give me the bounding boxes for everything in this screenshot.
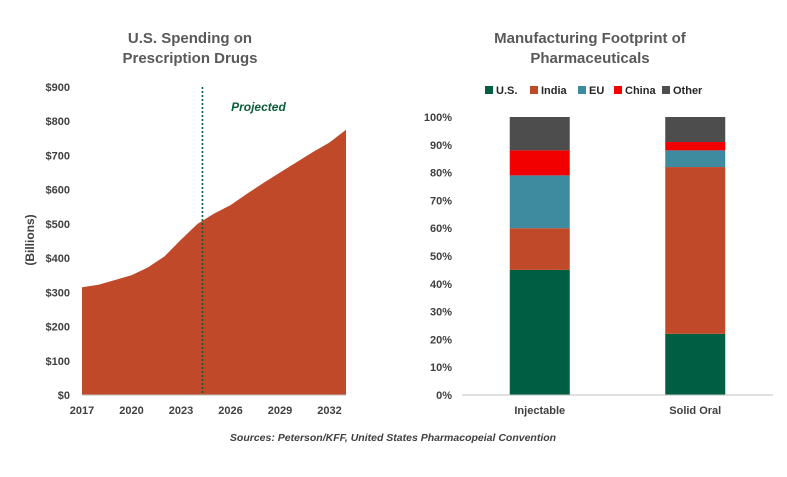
spending-x-ticks: 2017 2020 2023 2026 2029 2032 bbox=[70, 405, 342, 417]
spending-chart: U.S. Spending on Prescription Drugs (Bil… bbox=[23, 30, 346, 417]
footprint-y-tick-label: 0% bbox=[436, 390, 452, 402]
spending-y-tick-label: $900 bbox=[46, 82, 70, 94]
spending-y-tick-label: $100 bbox=[46, 356, 70, 368]
category-label: Solid Oral bbox=[669, 405, 721, 417]
spending-y-tick-label: $600 bbox=[46, 185, 70, 197]
legend-label: EU bbox=[589, 85, 604, 97]
footprint-y-tick-label: 80% bbox=[430, 168, 452, 180]
footprint-y-tick-label: 20% bbox=[430, 334, 452, 346]
spending-x-tick-label: 2029 bbox=[268, 405, 292, 417]
footprint-y-tick-label: 90% bbox=[430, 140, 452, 152]
legend-label: U.S. bbox=[496, 85, 517, 97]
footprint-y-ticks: 0% 10% 20% 30% 40% 50% 60% 70% 80% 90% 100% bbox=[424, 112, 452, 402]
footprint-legend: U.S. India EU China Other bbox=[485, 85, 703, 97]
footprint-chart-title-line-1: Manufacturing Footprint of bbox=[494, 30, 687, 47]
legend-label: China bbox=[625, 85, 656, 97]
spending-area bbox=[82, 129, 346, 395]
footprint-y-tick-label: 50% bbox=[430, 251, 452, 263]
legend-swatch-us bbox=[485, 86, 493, 94]
spending-x-tick-label: 2017 bbox=[70, 405, 94, 417]
spending-y-tick-label: $800 bbox=[46, 116, 70, 128]
footprint-y-tick-label: 100% bbox=[424, 112, 452, 124]
category-label: Injectable bbox=[514, 405, 565, 417]
projected-label: Projected bbox=[231, 100, 286, 114]
bar-segment-eu bbox=[665, 150, 726, 168]
footprint-bars bbox=[509, 117, 726, 395]
bar-segment-eu bbox=[509, 175, 570, 229]
footprint-y-tick-label: 30% bbox=[430, 307, 452, 319]
spending-y-tick-label: $500 bbox=[46, 219, 70, 231]
source-note: Sources: Peterson/KFF, United States Pha… bbox=[230, 432, 556, 444]
footprint-y-tick-label: 60% bbox=[430, 223, 452, 235]
spending-chart-title-line-2: Prescription Drugs bbox=[122, 50, 257, 67]
spending-y-ticks: $0 $100 $200 $300 $400 $500 $600 $700 $800 $900 bbox=[46, 82, 70, 402]
spending-y-tick-label: $700 bbox=[46, 150, 70, 162]
bar-segment-us bbox=[509, 269, 570, 395]
bar-segment-us bbox=[665, 333, 726, 395]
footprint-y-tick-label: 70% bbox=[430, 195, 452, 207]
bar-segment-china bbox=[665, 142, 726, 151]
footprint-y-tick-label: 40% bbox=[430, 279, 452, 291]
spending-y-tick-label: $300 bbox=[46, 287, 70, 299]
legend-label: Other bbox=[673, 85, 703, 97]
footprint-y-tick-label: 10% bbox=[430, 362, 452, 374]
bar-segment-other bbox=[509, 117, 570, 151]
legend-swatch-china bbox=[614, 86, 622, 94]
spending-x-tick-label: 2026 bbox=[218, 405, 242, 417]
footprint-chart: Manufacturing Footprint of Pharmaceutica… bbox=[424, 30, 773, 417]
spending-x-tick-label: 2032 bbox=[317, 405, 341, 417]
spending-y-tick-label: $0 bbox=[58, 390, 70, 402]
bar-segment-china bbox=[509, 150, 570, 176]
bar-segment-other bbox=[665, 117, 726, 143]
spending-x-tick-label: 2020 bbox=[119, 405, 143, 417]
spending-y-tick-label: $200 bbox=[46, 322, 70, 334]
spending-x-tick-label: 2023 bbox=[169, 405, 193, 417]
legend-swatch-india bbox=[530, 86, 538, 94]
footprint-chart-title-line-2: Pharmaceuticals bbox=[530, 50, 649, 67]
spending-y-axis-label: (Billions) bbox=[23, 214, 37, 265]
legend-label: India bbox=[541, 85, 568, 97]
bar-segment-india bbox=[509, 228, 570, 270]
legend-swatch-eu bbox=[578, 86, 586, 94]
bar-segment-india bbox=[665, 167, 726, 334]
spending-y-tick-label: $400 bbox=[46, 253, 70, 265]
spending-chart-title-line-1: U.S. Spending on bbox=[128, 30, 252, 47]
footprint-category-labels: Injectable Solid Oral bbox=[514, 405, 721, 417]
legend-swatch-other bbox=[662, 86, 670, 94]
